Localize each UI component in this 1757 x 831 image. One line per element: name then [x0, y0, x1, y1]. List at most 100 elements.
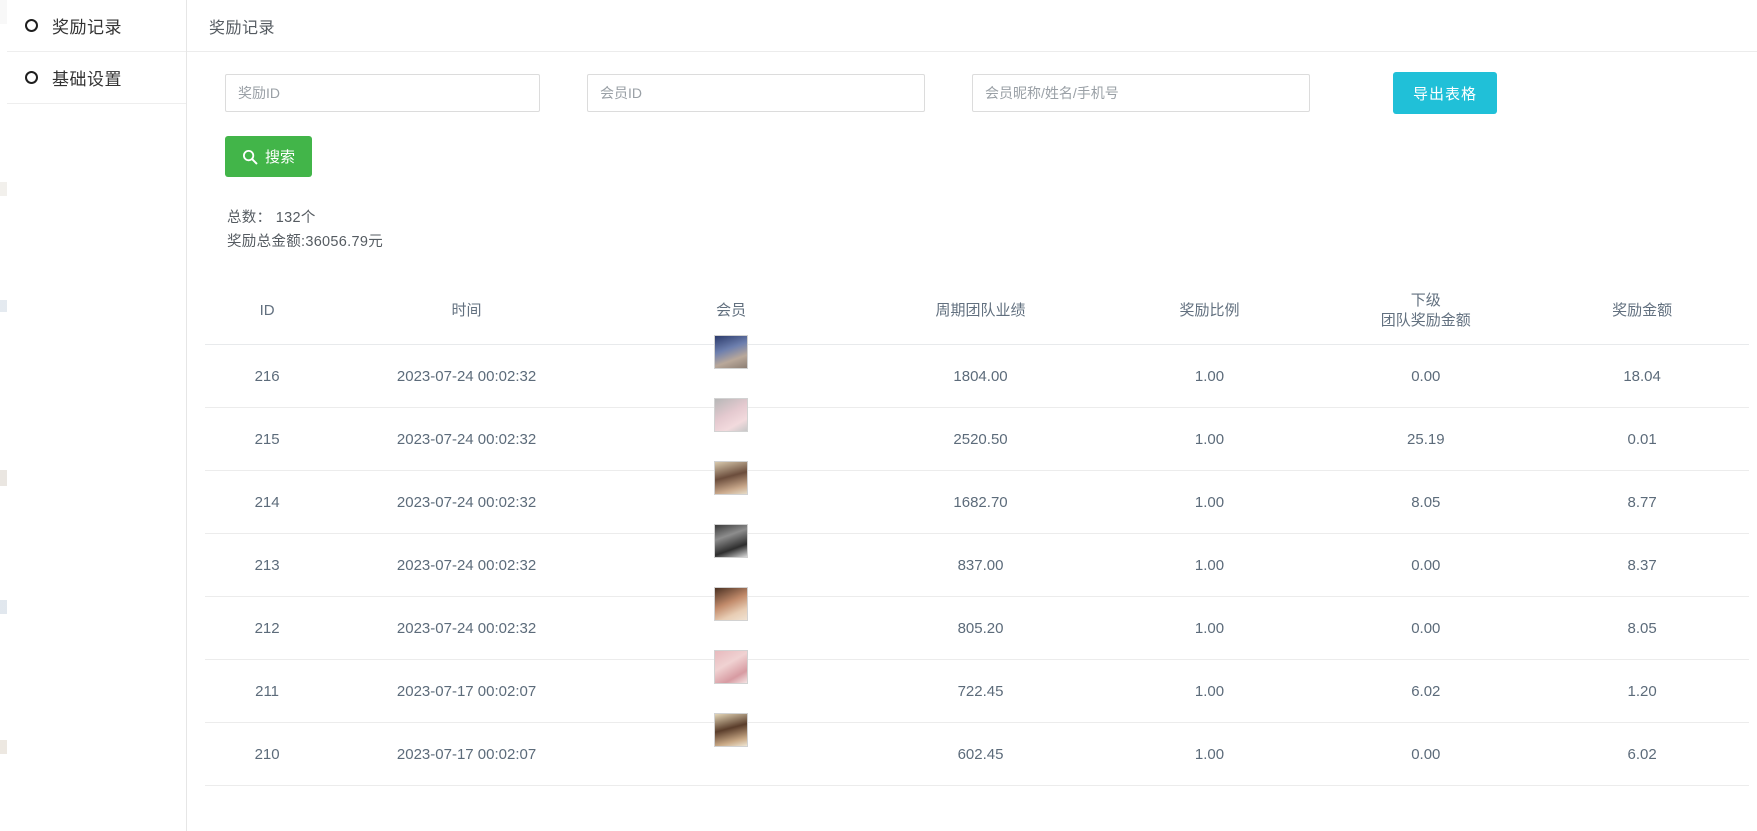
- avatar-stack[interactable]: [713, 650, 749, 685]
- avatar[interactable]: [714, 335, 749, 370]
- cell-member[interactable]: [603, 713, 859, 787]
- circle-ring-icon: [25, 19, 38, 32]
- table-container: ID 时间 会员 周期团队业绩 奖励比例 下级 团队奖励金额 奖励金额 216 2…: [187, 276, 1757, 787]
- table-row[interactable]: 214 2023-07-24 00:02:32 1682.70 1.00 8.05 8.7…: [205, 461, 1749, 535]
- avatar[interactable]: [714, 713, 749, 748]
- cell-rate: 1.00: [1102, 596, 1317, 661]
- column-header-time: 时间: [329, 276, 604, 346]
- table-row[interactable]: 212 2023-07-24 00:02:32 805.20 1.00 0.00 8.05: [205, 587, 1749, 661]
- member-cell[interactable]: [604, 713, 858, 785]
- avatar[interactable]: [714, 398, 749, 433]
- avatar[interactable]: [714, 650, 749, 685]
- avatar-stack[interactable]: [713, 587, 749, 622]
- cell-id: 214: [205, 470, 330, 535]
- cell-member[interactable]: [603, 461, 859, 535]
- avatar[interactable]: [714, 587, 749, 622]
- member-keyword-input[interactable]: [972, 74, 1310, 112]
- reward-id-input[interactable]: [225, 74, 540, 112]
- member-cell[interactable]: [604, 587, 858, 659]
- member-id-input[interactable]: [587, 74, 925, 112]
- cell-sub-amount: 0.00: [1316, 344, 1536, 409]
- cell-amount: 6.02: [1535, 722, 1749, 787]
- export-table-button[interactable]: 导出表格: [1393, 72, 1498, 114]
- cell-amount: 0.01: [1535, 407, 1749, 472]
- cell-rate: 1.00: [1102, 470, 1317, 535]
- sidebar-item-basic-settings[interactable]: 基础设置: [7, 52, 186, 104]
- column-header-sub-team-amount: 下级 团队奖励金额: [1316, 276, 1536, 346]
- column-header-sub-line2: 团队奖励金额: [1380, 312, 1471, 330]
- cell-member[interactable]: [603, 398, 859, 472]
- column-header-performance: 周期团队业绩: [858, 276, 1103, 346]
- avatar-stack[interactable]: [713, 335, 749, 370]
- filter-area: 导出表格 搜索 总数： 132个 奖励总金额:36056.79元: [187, 52, 1757, 255]
- cell-member[interactable]: [603, 587, 859, 661]
- member-cell[interactable]: [604, 524, 858, 596]
- cell-amount: 18.04: [1535, 344, 1749, 409]
- cell-time: 2023-07-24 00:02:32: [329, 470, 604, 535]
- cell-rate: 1.00: [1102, 659, 1317, 724]
- cell-performance: 602.45: [858, 722, 1103, 787]
- sidebar-empty-space: [7, 104, 186, 831]
- cell-amount: 1.20: [1535, 659, 1749, 724]
- column-header-amount: 奖励金额: [1535, 276, 1749, 346]
- column-header-member: 会员: [603, 276, 859, 346]
- filter-row: 导出表格: [209, 72, 1735, 118]
- page-header: 奖励记录: [187, 0, 1757, 52]
- avatar-stack[interactable]: [713, 524, 749, 559]
- cell-performance: 2520.50: [858, 407, 1103, 472]
- cell-id: 212: [205, 596, 330, 661]
- cell-member[interactable]: [603, 524, 859, 598]
- search-icon: [242, 149, 258, 165]
- cell-sub-amount: 8.05: [1316, 470, 1536, 535]
- cell-id: 215: [205, 407, 330, 472]
- cell-id: 213: [205, 533, 330, 598]
- table-row[interactable]: 210 2023-07-17 00:02:07 602.45 1.00 0.00 6.02: [205, 713, 1749, 787]
- cell-time: 2023-07-24 00:02:32: [329, 596, 604, 661]
- table-row[interactable]: 213 2023-07-24 00:02:32 837.00 1.00 0.00 8.37: [205, 524, 1749, 598]
- cell-sub-amount: 0.00: [1316, 596, 1536, 661]
- cell-performance: 805.20: [858, 596, 1103, 661]
- cell-rate: 1.00: [1102, 533, 1317, 598]
- table-row[interactable]: 211 2023-07-17 00:02:07 722.45 1.00 6.02 1.20: [205, 650, 1749, 724]
- avatar[interactable]: [714, 461, 749, 496]
- cell-sub-amount: 0.00: [1316, 533, 1536, 598]
- cell-id: 210: [205, 722, 330, 787]
- search-row: 搜索: [209, 136, 1735, 177]
- search-button-label: 搜索: [265, 149, 296, 166]
- cell-rate: 1.00: [1102, 407, 1317, 472]
- cell-rate: 1.00: [1102, 722, 1317, 787]
- sidebar-item-reward-records[interactable]: 奖励记录: [7, 0, 186, 52]
- cell-time: 2023-07-17 00:02:07: [329, 659, 604, 724]
- avatar-stack[interactable]: [713, 713, 749, 748]
- sidebar-item-label: 奖励记录: [52, 18, 122, 37]
- member-cell[interactable]: [604, 461, 858, 533]
- member-cell[interactable]: [604, 650, 858, 722]
- total-count-text: 总数： 132个: [227, 210, 316, 226]
- cell-time: 2023-07-24 00:02:32: [329, 344, 604, 409]
- cell-time: 2023-07-24 00:02:32: [329, 407, 604, 472]
- page-title: 奖励记录: [209, 19, 276, 37]
- cell-member[interactable]: [603, 335, 859, 409]
- reward-records-table: ID 时间 会员 周期团队业绩 奖励比例 下级 团队奖励金额 奖励金额 216 2…: [205, 276, 1749, 787]
- table-row[interactable]: 216 2023-07-24 00:02:32 1804.00 1.00 0.00 18.…: [205, 335, 1749, 409]
- total-amount-text: 奖励总金额:36056.79元: [227, 233, 384, 250]
- cell-id: 211: [205, 659, 330, 724]
- member-cell[interactable]: [604, 398, 858, 470]
- table-row[interactable]: 215 2023-07-24 00:02:32 2520.50 1.00 25.19 0.…: [205, 398, 1749, 472]
- cell-sub-amount: 0.00: [1316, 722, 1536, 787]
- member-cell[interactable]: [604, 335, 858, 407]
- cell-amount: 8.37: [1535, 533, 1749, 598]
- cell-sub-amount: 25.19: [1316, 407, 1536, 472]
- avatar-stack[interactable]: [713, 398, 749, 433]
- table-body: 216 2023-07-24 00:02:32 1804.00 1.00 0.00 18.…: [205, 335, 1749, 787]
- sidebar: 奖励记录 基础设置: [7, 0, 187, 831]
- search-button[interactable]: 搜索: [225, 136, 313, 177]
- cell-performance: 837.00: [858, 533, 1103, 598]
- cell-id: 216: [205, 344, 330, 409]
- table-head: ID 时间 会员 周期团队业绩 奖励比例 下级 团队奖励金额 奖励金额: [205, 276, 1749, 346]
- avatar[interactable]: [714, 524, 749, 559]
- cell-performance: 1682.70: [858, 470, 1103, 535]
- page-edge-sliver: [0, 0, 7, 831]
- avatar-stack[interactable]: [713, 461, 749, 496]
